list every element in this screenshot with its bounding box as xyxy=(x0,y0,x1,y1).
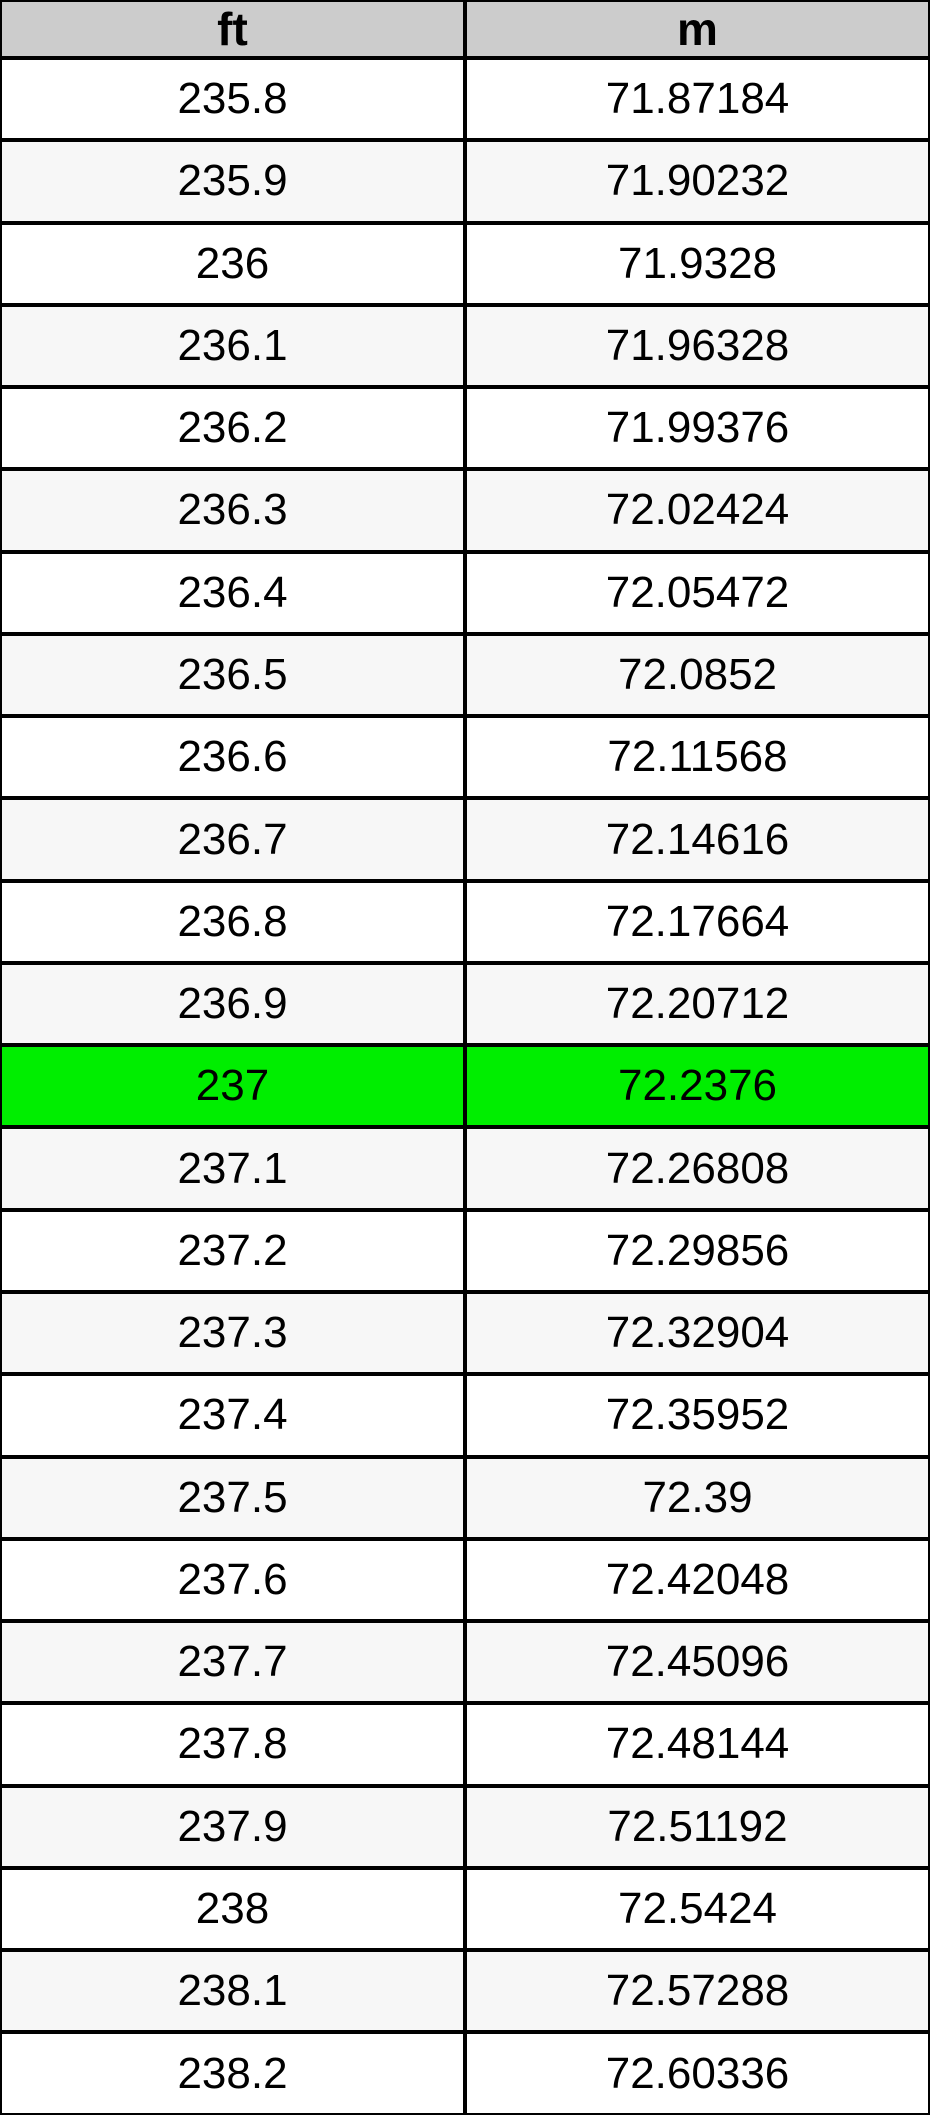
m-value-cell: 72.32904 xyxy=(465,1291,930,1375)
table-row: 236.2 71.99376 xyxy=(0,387,930,470)
ft-value-cell: 236.5 xyxy=(0,633,465,717)
highlighted-row: 237 72.2376 xyxy=(0,1045,930,1128)
m-value-cell: 71.99376 xyxy=(465,387,930,470)
ft-value-cell: 235.9 xyxy=(0,140,465,223)
table-row: 237.2 72.29856 xyxy=(0,1209,930,1292)
m-value-cell: 72.11568 xyxy=(465,716,930,799)
table-row: 236.6 72.11568 xyxy=(0,716,930,799)
ft-value-cell: 236.9 xyxy=(0,962,465,1046)
table-header: ft m xyxy=(0,0,930,58)
table-row: 236.9 72.20712 xyxy=(0,962,930,1046)
ft-value-cell: 237.4 xyxy=(0,1374,465,1457)
m-value-cell: 72.35952 xyxy=(465,1374,930,1457)
table-row: 236 71.9328 xyxy=(0,222,930,305)
m-value-cell: 72.5424 xyxy=(465,1867,930,1951)
ft-value-cell: 237.9 xyxy=(0,1785,465,1868)
m-value-cell: 71.96328 xyxy=(465,304,930,388)
ft-value-cell: 235.8 xyxy=(0,58,465,141)
ft-value-cell: 237.2 xyxy=(0,1209,465,1292)
m-value-cell: 72.05472 xyxy=(465,551,930,634)
ft-value-cell: 236.6 xyxy=(0,716,465,799)
m-value-cell: 72.14616 xyxy=(465,798,930,881)
table-row: 236.7 72.14616 xyxy=(0,798,930,881)
table-row: 238.2 72.60336 xyxy=(0,2032,930,2115)
table-row: 237.7 72.45096 xyxy=(0,1621,930,1704)
ft-value-cell: 236 xyxy=(0,222,465,305)
ft-value-cell: 237 xyxy=(0,1045,465,1128)
m-value-cell: 72.17664 xyxy=(465,880,930,963)
table-row: 236.1 71.96328 xyxy=(0,304,930,388)
header-cell-m: m xyxy=(465,0,930,58)
table-row: 238.1 72.57288 xyxy=(0,1950,930,2033)
ft-value-cell: 237.8 xyxy=(0,1703,465,1786)
table-row: 237.5 72.39 xyxy=(0,1456,930,1539)
ft-value-cell: 236.8 xyxy=(0,880,465,963)
table-row: 237.3 72.32904 xyxy=(0,1291,930,1375)
ft-value-cell: 236.4 xyxy=(0,551,465,634)
ft-value-cell: 238.1 xyxy=(0,1950,465,2033)
m-value-cell: 72.39 xyxy=(465,1456,930,1539)
m-value-cell: 72.29856 xyxy=(465,1209,930,1292)
m-value-cell: 71.87184 xyxy=(465,58,930,141)
table-row: 236.8 72.17664 xyxy=(0,880,930,963)
table-row: 237.1 72.26808 xyxy=(0,1127,930,1210)
ft-value-cell: 236.1 xyxy=(0,304,465,388)
ft-value-cell: 238.2 xyxy=(0,2032,465,2115)
table-row: 238 72.5424 xyxy=(0,1867,930,1951)
m-value-cell: 72.57288 xyxy=(465,1950,930,2033)
m-value-cell: 72.45096 xyxy=(465,1621,930,1704)
table-row: 237.4 72.35952 xyxy=(0,1374,930,1457)
m-value-cell: 72.20712 xyxy=(465,962,930,1046)
m-value-cell: 72.42048 xyxy=(465,1538,930,1622)
table-row: 235.9 71.90232 xyxy=(0,140,930,223)
m-value-cell: 72.48144 xyxy=(465,1703,930,1786)
ft-value-cell: 237.6 xyxy=(0,1538,465,1622)
m-value-cell: 72.51192 xyxy=(465,1785,930,1868)
ft-value-cell: 236.7 xyxy=(0,798,465,881)
m-value-cell: 71.90232 xyxy=(465,140,930,223)
ft-value-cell: 238 xyxy=(0,1867,465,1951)
ft-value-cell: 237.3 xyxy=(0,1291,465,1375)
table-row: 237.6 72.42048 xyxy=(0,1538,930,1622)
m-value-cell: 72.2376 xyxy=(465,1045,930,1128)
table-body: 235.8 71.87184 235.9 71.90232 236 71.9328 236.… xyxy=(0,58,930,2115)
m-value-cell: 72.0852 xyxy=(465,633,930,717)
table-row: 237.9 72.51192 xyxy=(0,1785,930,1868)
ft-value-cell: 237.1 xyxy=(0,1127,465,1210)
header-row: ft m xyxy=(0,0,930,58)
header-cell-ft: ft xyxy=(0,0,465,58)
ft-value-cell: 237.7 xyxy=(0,1621,465,1704)
m-value-cell: 72.26808 xyxy=(465,1127,930,1210)
table-row: 237.8 72.48144 xyxy=(0,1703,930,1786)
m-value-cell: 72.60336 xyxy=(465,2032,930,2115)
m-value-cell: 71.9328 xyxy=(465,222,930,305)
ft-value-cell: 237.5 xyxy=(0,1456,465,1539)
ft-value-cell: 236.3 xyxy=(0,469,465,552)
table-row: 236.5 72.0852 xyxy=(0,633,930,717)
ft-value-cell: 236.2 xyxy=(0,387,465,470)
table-row: 236.4 72.05472 xyxy=(0,551,930,634)
table-row: 235.8 71.87184 xyxy=(0,58,930,141)
table-row: 236.3 72.02424 xyxy=(0,469,930,552)
m-value-cell: 72.02424 xyxy=(465,469,930,552)
